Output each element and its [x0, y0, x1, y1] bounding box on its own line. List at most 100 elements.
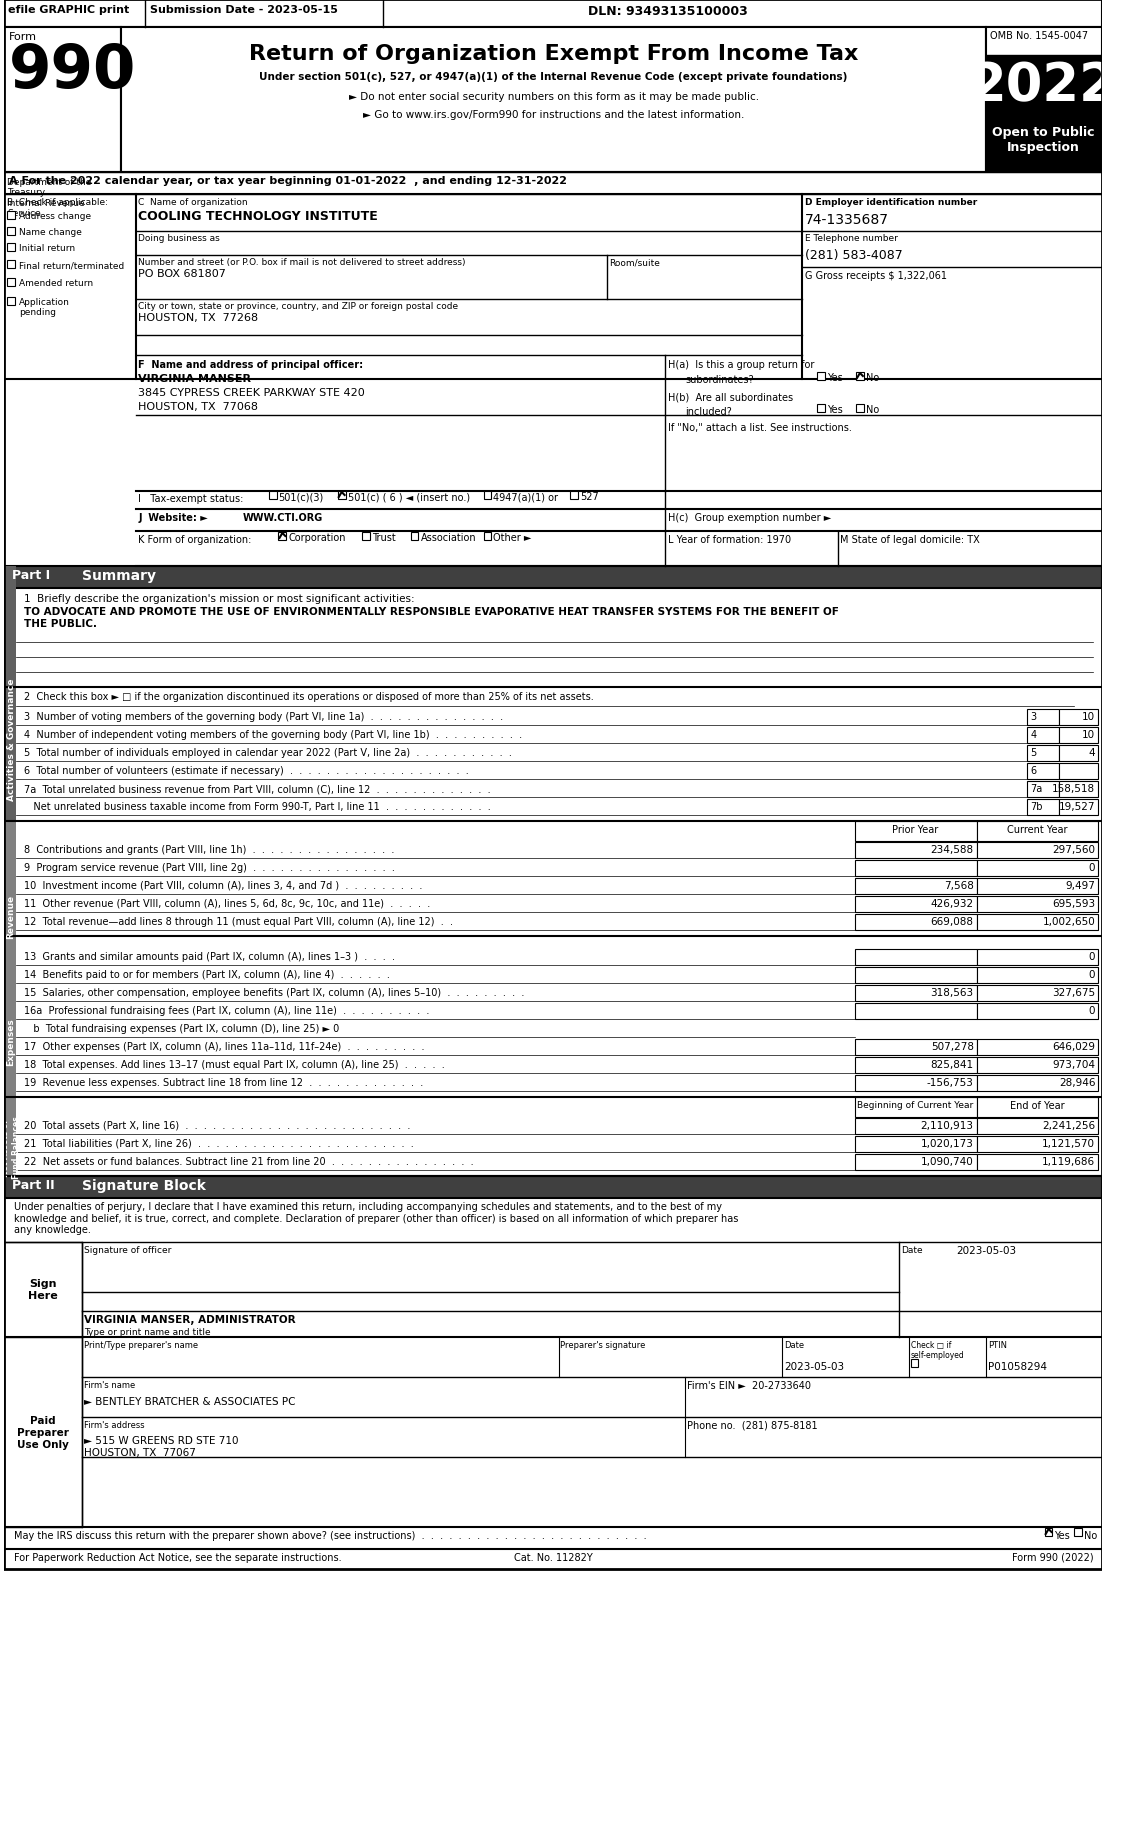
Text: 7a: 7a — [1030, 783, 1042, 794]
Text: PTIN: PTIN — [988, 1340, 1007, 1349]
Text: 973,704: 973,704 — [1052, 1060, 1095, 1069]
Text: 74-1335687: 74-1335687 — [805, 212, 889, 227]
Text: 19  Revenue less expenses. Subtract line 18 from line 12  .  .  .  .  .  .  .  .: 19 Revenue less expenses. Subtract line … — [24, 1078, 423, 1087]
Bar — [362, 533, 370, 540]
Text: For Paperwork Reduction Act Notice, see the separate instructions.: For Paperwork Reduction Act Notice, see … — [14, 1552, 342, 1563]
Bar — [855, 860, 977, 877]
Bar — [7, 229, 15, 236]
Text: 426,932: 426,932 — [930, 899, 973, 908]
Text: 2,110,913: 2,110,913 — [921, 1120, 973, 1131]
Text: 10  Investment income (Part VIII, column (A), lines 3, 4, and 7d )  .  .  .  .  : 10 Investment income (Part VIII, column … — [24, 880, 422, 891]
Bar — [1074, 1528, 1082, 1535]
Text: ► Do not enter social security numbers on this form as it may be made public.: ► Do not enter social security numbers o… — [349, 92, 759, 102]
Text: 501(c) ( 6 ) ◄ (insert no.): 501(c) ( 6 ) ◄ (insert no.) — [348, 492, 470, 501]
Text: Return of Organization Exempt From Income Tax: Return of Organization Exempt From Incom… — [250, 44, 858, 64]
Text: TO ADVOCATE AND PROMOTE THE USE OF ENVIRONMENTALLY RESPONSIBLE EVAPORATIVE HEAT : TO ADVOCATE AND PROMOTE THE USE OF ENVIR… — [24, 608, 839, 628]
Bar — [5, 1177, 1102, 1199]
Text: 0: 0 — [1088, 952, 1095, 961]
Text: D Employer identification number: D Employer identification number — [805, 198, 977, 207]
Text: 8  Contributions and grants (Part VIII, line 1h)  .  .  .  .  .  .  .  .  .  .  : 8 Contributions and grants (Part VIII, l… — [24, 844, 394, 855]
Text: H(c)  Group exemption number ►: H(c) Group exemption number ► — [668, 512, 832, 523]
Bar — [1059, 800, 1099, 816]
Bar — [977, 915, 1099, 930]
Text: I   Tax-exempt status:: I Tax-exempt status: — [139, 494, 244, 503]
Bar — [855, 878, 977, 895]
Text: 646,029: 646,029 — [1052, 1041, 1095, 1052]
Bar — [977, 822, 1099, 842]
Text: Beginning of Current Year: Beginning of Current Year — [857, 1100, 973, 1109]
Text: DLN: 93493135100003: DLN: 93493135100003 — [588, 5, 747, 18]
Text: Net Assets or
Fund Balances: Net Assets or Fund Balances — [1, 1116, 20, 1179]
Text: Final return/terminated: Final return/terminated — [19, 262, 124, 269]
Text: 327,675: 327,675 — [1052, 988, 1095, 997]
Text: included?: included? — [685, 406, 732, 417]
Text: HOUSTON, TX  77067: HOUSTON, TX 77067 — [84, 1448, 196, 1457]
Bar — [7, 262, 15, 269]
Bar — [279, 533, 287, 540]
Text: K Form of organization:: K Form of organization: — [139, 534, 252, 545]
Text: City or town, state or province, country, and ZIP or foreign postal code: City or town, state or province, country… — [139, 302, 458, 311]
Text: 0: 0 — [1088, 862, 1095, 873]
Text: 19,527: 19,527 — [1059, 802, 1095, 811]
Bar — [5, 937, 16, 1146]
Bar — [977, 878, 1099, 895]
Text: Initial return: Initial return — [19, 243, 75, 253]
Text: Yes: Yes — [826, 373, 842, 382]
Text: Department of the
Treasury
Internal Revenue
Service: Department of the Treasury Internal Reve… — [7, 178, 91, 218]
Text: HOUSTON, TX  77068: HOUSTON, TX 77068 — [139, 403, 259, 412]
Bar — [977, 1155, 1099, 1171]
Text: Yes: Yes — [1054, 1530, 1070, 1541]
Bar — [855, 1003, 977, 1019]
Text: Under penalties of perjury, I declare that I have examined this return, includin: Under penalties of perjury, I declare th… — [14, 1200, 738, 1235]
Text: B  Check if applicable:: B Check if applicable: — [7, 198, 108, 207]
Text: 20  Total assets (Part X, line 16)  .  .  .  .  .  .  .  .  .  .  .  .  .  .  . : 20 Total assets (Part X, line 16) . . . … — [24, 1120, 410, 1131]
Text: Part I: Part I — [12, 569, 50, 582]
Text: Sign
Here: Sign Here — [28, 1279, 58, 1299]
Text: 501(c)(3): 501(c)(3) — [279, 492, 324, 501]
Text: 6  Total number of volunteers (estimate if necessary)  .  .  .  .  .  .  .  .  .: 6 Total number of volunteers (estimate i… — [24, 765, 469, 776]
Text: 1,121,570: 1,121,570 — [1042, 1138, 1095, 1149]
Text: 16a  Professional fundraising fees (Part IX, column (A), line 11e)  .  .  .  .  : 16a Professional fundraising fees (Part … — [24, 1005, 429, 1016]
Text: ► Go to www.irs.gov/Form990 for instructions and the latest information.: ► Go to www.irs.gov/Form990 for instruct… — [362, 110, 744, 121]
Text: Firm's name: Firm's name — [84, 1380, 135, 1389]
Text: 9,497: 9,497 — [1066, 880, 1095, 891]
Bar — [977, 1039, 1099, 1056]
Text: Form 990 (2022): Form 990 (2022) — [1012, 1552, 1093, 1563]
Bar — [977, 860, 1099, 877]
Text: Open to Public
Inspection: Open to Public Inspection — [992, 126, 1095, 154]
Text: Firm's address: Firm's address — [84, 1420, 145, 1429]
Text: 695,593: 695,593 — [1052, 899, 1095, 908]
Bar — [5, 0, 1102, 1568]
Text: 825,841: 825,841 — [930, 1060, 973, 1069]
Bar — [855, 950, 977, 966]
Text: (281) 583-4087: (281) 583-4087 — [805, 249, 902, 262]
Text: 7a  Total unrelated business revenue from Part VIII, column (C), line 12  .  .  : 7a Total unrelated business revenue from… — [24, 783, 490, 794]
Bar — [855, 897, 977, 913]
Bar — [121, 27, 987, 172]
Text: 990: 990 — [9, 42, 137, 101]
Text: Net unrelated business taxable income from Form 990-T, Part I, line 11  .  .  . : Net unrelated business taxable income fr… — [24, 802, 490, 811]
Text: Association: Association — [420, 533, 476, 544]
Bar — [411, 533, 419, 540]
Text: Preparer's signature: Preparer's signature — [560, 1340, 646, 1349]
Text: 318,563: 318,563 — [930, 988, 973, 997]
Text: Cat. No. 11282Y: Cat. No. 11282Y — [515, 1552, 593, 1563]
Text: 5: 5 — [1030, 748, 1036, 758]
Text: Room/suite: Room/suite — [609, 258, 660, 267]
Text: PO BOX 681807: PO BOX 681807 — [139, 269, 226, 278]
Text: Check □ if
self-employed: Check □ if self-employed — [910, 1340, 964, 1360]
Text: 6: 6 — [1030, 765, 1036, 776]
Bar — [1027, 728, 1059, 743]
Text: 0: 0 — [1088, 1005, 1095, 1016]
Bar — [7, 298, 15, 306]
Text: Submission Date - 2023-05-15: Submission Date - 2023-05-15 — [150, 5, 338, 15]
Text: 18  Total expenses. Add lines 13–17 (must equal Part IX, column (A), line 25)  .: 18 Total expenses. Add lines 13–17 (must… — [24, 1060, 445, 1069]
Bar — [855, 986, 977, 1001]
Text: 11  Other revenue (Part VIII, column (A), lines 5, 6d, 8c, 9c, 10c, and 11e)  . : 11 Other revenue (Part VIII, column (A),… — [24, 899, 430, 908]
Text: 10: 10 — [1082, 730, 1095, 739]
Bar — [570, 492, 578, 500]
Bar — [855, 1058, 977, 1074]
Text: 158,518: 158,518 — [1052, 783, 1095, 794]
Text: 5  Total number of individuals employed in calendar year 2022 (Part V, line 2a) : 5 Total number of individuals employed i… — [24, 748, 511, 758]
Bar — [855, 915, 977, 930]
